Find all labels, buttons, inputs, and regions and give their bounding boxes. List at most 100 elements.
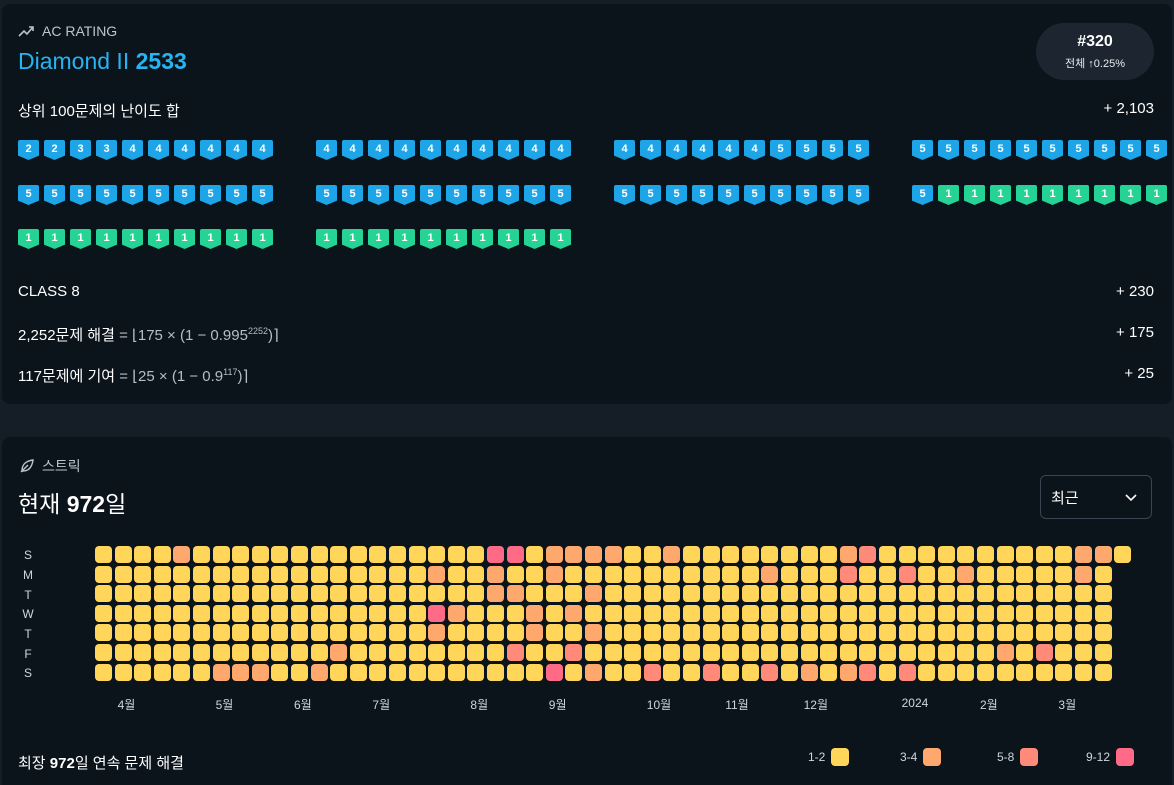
diamond-tier-badge[interactable]: 4 <box>498 140 519 160</box>
tier-title[interactable]: Diamond II 2533 <box>18 48 187 75</box>
diamond-tier-badge[interactable]: 5 <box>368 185 389 205</box>
diamond-tier-badge[interactable]: 5 <box>770 140 791 160</box>
streak-day-cell[interactable] <box>800 546 818 563</box>
streak-day-cell[interactable] <box>741 585 759 603</box>
streak-day-cell[interactable] <box>604 624 622 642</box>
streak-day-cell[interactable] <box>232 565 250 583</box>
diamond-tier-badge[interactable]: 2 <box>44 140 65 160</box>
streak-day-cell[interactable] <box>1075 663 1092 681</box>
streak-day-cell[interactable] <box>153 624 171 642</box>
streak-day-cell[interactable] <box>683 565 700 583</box>
streak-day-cell[interactable] <box>898 585 916 603</box>
streak-day-cell[interactable] <box>330 604 348 622</box>
streak-day-cell[interactable] <box>1094 604 1112 622</box>
diamond-tier-badge[interactable]: 5 <box>226 185 247 205</box>
streak-day-cell[interactable] <box>349 604 367 622</box>
streak-day-cell[interactable] <box>330 565 348 583</box>
streak-day-cell[interactable] <box>487 604 504 622</box>
streak-day-cell[interactable] <box>95 546 112 563</box>
streak-day-cell[interactable] <box>643 644 661 661</box>
streak-day-cell[interactable] <box>1016 565 1034 583</box>
streak-day-cell[interactable] <box>349 585 367 603</box>
streak-day-cell[interactable] <box>349 663 367 681</box>
diamond-tier-badge[interactable]: 5 <box>848 185 869 205</box>
streak-day-cell[interactable] <box>193 644 210 661</box>
streak-day-cell[interactable] <box>173 604 191 622</box>
streak-day-cell[interactable] <box>291 565 308 583</box>
streak-day-cell[interactable] <box>114 565 132 583</box>
ruby-tier-badge[interactable]: 1 <box>1016 185 1037 205</box>
streak-day-cell[interactable] <box>271 644 289 661</box>
streak-day-cell[interactable] <box>918 624 936 642</box>
diamond-tier-badge[interactable]: 5 <box>1146 140 1167 160</box>
streak-day-cell[interactable] <box>741 624 759 642</box>
streak-day-cell[interactable] <box>389 663 406 681</box>
streak-day-cell[interactable] <box>957 565 975 583</box>
diamond-tier-badge[interactable]: 5 <box>200 185 221 205</box>
ruby-tier-badge[interactable]: 1 <box>70 229 91 249</box>
streak-day-cell[interactable] <box>251 624 269 642</box>
streak-day-cell[interactable] <box>781 663 798 681</box>
streak-day-cell[interactable] <box>545 604 563 622</box>
streak-day-cell[interactable] <box>839 546 857 563</box>
streak-day-cell[interactable] <box>212 546 230 563</box>
streak-day-cell[interactable] <box>1055 624 1073 642</box>
streak-day-cell[interactable] <box>1055 546 1073 563</box>
streak-day-cell[interactable] <box>996 604 1014 622</box>
streak-day-cell[interactable] <box>369 663 387 681</box>
streak-day-cell[interactable] <box>1035 663 1053 681</box>
streak-day-cell[interactable] <box>722 585 740 603</box>
streak-day-cell[interactable] <box>585 565 602 583</box>
streak-day-cell[interactable] <box>800 663 818 681</box>
streak-day-cell[interactable] <box>349 565 367 583</box>
streak-day-cell[interactable] <box>506 663 524 681</box>
streak-day-cell[interactable] <box>585 644 602 661</box>
streak-day-cell[interactable] <box>996 565 1014 583</box>
diamond-tier-badge[interactable]: 5 <box>18 185 39 205</box>
streak-day-cell[interactable] <box>545 585 563 603</box>
ruby-tier-badge[interactable]: 1 <box>964 185 985 205</box>
streak-day-cell[interactable] <box>722 663 740 681</box>
streak-day-cell[interactable] <box>643 624 661 642</box>
streak-day-cell[interactable] <box>1094 585 1112 603</box>
diamond-tier-badge[interactable]: 5 <box>342 185 363 205</box>
ruby-tier-badge[interactable]: 1 <box>200 229 221 249</box>
streak-day-cell[interactable] <box>369 546 387 563</box>
streak-day-cell[interactable] <box>330 624 348 642</box>
streak-day-cell[interactable] <box>487 663 504 681</box>
streak-day-cell[interactable] <box>545 644 563 661</box>
streak-day-cell[interactable] <box>1094 546 1112 563</box>
streak-day-cell[interactable] <box>741 604 759 622</box>
diamond-tier-badge[interactable]: 5 <box>122 185 143 205</box>
diamond-tier-badge[interactable]: 3 <box>96 140 117 160</box>
streak-day-cell[interactable] <box>565 585 583 603</box>
streak-day-cell[interactable] <box>212 565 230 583</box>
streak-day-cell[interactable] <box>643 546 661 563</box>
streak-day-cell[interactable] <box>330 585 348 603</box>
streak-day-cell[interactable] <box>271 604 289 622</box>
streak-day-cell[interactable] <box>193 624 210 642</box>
streak-day-cell[interactable] <box>389 624 406 642</box>
streak-day-cell[interactable] <box>369 624 387 642</box>
diamond-tier-badge[interactable]: 5 <box>96 185 117 205</box>
streak-day-cell[interactable] <box>173 565 191 583</box>
streak-day-cell[interactable] <box>761 546 779 563</box>
streak-day-cell[interactable] <box>879 644 896 661</box>
streak-day-cell[interactable] <box>859 624 877 642</box>
streak-day-cell[interactable] <box>428 604 446 622</box>
streak-day-cell[interactable] <box>741 663 759 681</box>
streak-day-cell[interactable] <box>683 604 700 622</box>
streak-day-cell[interactable] <box>1094 644 1112 661</box>
streak-day-cell[interactable] <box>800 624 818 642</box>
streak-day-cell[interactable] <box>193 604 210 622</box>
streak-day-cell[interactable] <box>467 565 485 583</box>
ruby-tier-badge[interactable]: 1 <box>18 229 39 249</box>
streak-day-cell[interactable] <box>173 624 191 642</box>
streak-day-cell[interactable] <box>330 546 348 563</box>
diamond-tier-badge[interactable]: 4 <box>744 140 765 160</box>
streak-day-cell[interactable] <box>153 604 171 622</box>
streak-day-cell[interactable] <box>761 604 779 622</box>
streak-day-cell[interactable] <box>565 546 583 563</box>
ruby-tier-badge[interactable]: 1 <box>148 229 169 249</box>
streak-day-cell[interactable] <box>624 585 642 603</box>
